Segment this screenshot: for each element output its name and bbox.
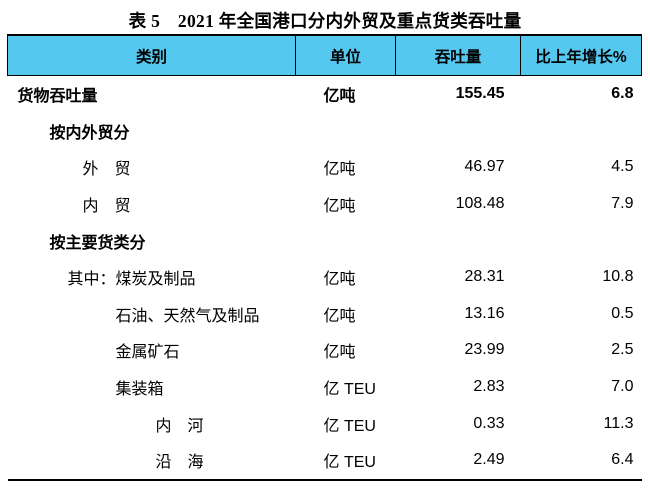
unit-cell: 亿吨 <box>323 88 356 106</box>
table-title: 表 5 2021 年全国港口分内外贸及重点货类吞吐量 <box>128 11 522 31</box>
value-cell: 155.45 <box>455 85 505 103</box>
unit-cell: 亿 TEU <box>323 381 376 399</box>
value-cell: 28.31 <box>464 268 505 286</box>
category-cell: 货物吞吐量 <box>17 88 98 106</box>
category-cell: 沿 海 <box>155 454 204 472</box>
unit-cell: 亿吨 <box>323 161 356 179</box>
value-cell <box>396 222 521 259</box>
unit-cell <box>296 222 396 259</box>
unit-cell: 亿吨 <box>323 307 356 325</box>
growth-cell: 4.5 <box>611 158 634 176</box>
value-cell: 2.83 <box>473 378 505 396</box>
table-header: 类别 单位 吞吐量 比上年增长% <box>7 35 642 76</box>
category-cell: 金属矿石 <box>115 344 180 362</box>
table-row-containers: 集装箱 亿 TEU 2.83 7.0 <box>8 369 642 406</box>
table-row-petroleum-gas: 石油、天然气及制品 亿吨 13.16 0.5 <box>8 296 642 333</box>
column-header-throughput: 吞吐量 <box>395 35 521 76</box>
unit-cell: 亿吨 <box>323 344 356 362</box>
table-row-inland-river: 内 河 亿 TEU 0.33 11.3 <box>8 405 642 442</box>
category-cell: 集装箱 <box>115 381 164 399</box>
unit-cell <box>296 113 396 150</box>
category-cell: 其中：煤炭及制品 <box>67 271 196 289</box>
category-cell: 按主要货类分 <box>49 234 146 252</box>
table-row-section-cargo-type: 按主要货类分 <box>8 222 642 259</box>
table-row-section-trade: 按内外贸分 <box>8 113 642 150</box>
value-cell: 108.48 <box>455 195 505 213</box>
growth-cell: 6.4 <box>611 451 634 469</box>
category-cell: 内 河 <box>155 417 204 435</box>
category-cell: 按内外贸分 <box>49 124 130 142</box>
table-container: 类别 单位 吞吐量 比上年增长% 货物吞吐量 亿吨 155.45 6.8 按内外… <box>7 34 642 481</box>
category-cell: 石油、天然气及制品 <box>115 307 260 325</box>
table-body: 货物吞吐量 亿吨 155.45 6.8 按内外贸分 外 贸 亿吨 46.97 4… <box>8 76 642 480</box>
value-cell: 13.16 <box>464 304 505 322</box>
unit-cell: 亿 TEU <box>323 454 376 472</box>
growth-cell: 7.9 <box>611 195 634 213</box>
table-row-metal-ore: 金属矿石 亿吨 23.99 2.5 <box>8 332 642 369</box>
growth-cell <box>521 222 642 259</box>
table-row-foreign-trade: 外 贸 亿吨 46.97 4.5 <box>8 149 642 186</box>
table-row-coastal: 沿 海 亿 TEU 2.49 6.4 <box>8 442 642 480</box>
table-row-domestic-trade: 内 贸 亿吨 108.48 7.9 <box>8 186 642 223</box>
table-row-cargo-total: 货物吞吐量 亿吨 155.45 6.8 <box>8 76 642 113</box>
value-cell: 0.33 <box>473 414 505 432</box>
throughput-table: 类别 单位 吞吐量 比上年增长% 货物吞吐量 亿吨 155.45 6.8 按内外… <box>7 34 642 481</box>
growth-cell: 2.5 <box>611 341 634 359</box>
column-header-unit: 单位 <box>295 35 396 76</box>
category-cell: 内 贸 <box>82 198 131 216</box>
growth-cell: 0.5 <box>611 304 634 322</box>
value-cell: 23.99 <box>464 341 505 359</box>
growth-cell: 6.8 <box>611 85 634 103</box>
column-header-category: 类别 <box>7 35 296 76</box>
growth-cell: 7.0 <box>611 378 634 396</box>
header-row: 类别 单位 吞吐量 比上年增长% <box>7 35 642 76</box>
value-cell: 46.97 <box>464 158 505 176</box>
unit-cell: 亿 TEU <box>323 417 376 435</box>
growth-cell: 10.8 <box>602 268 634 286</box>
growth-cell <box>521 113 642 150</box>
category-cell: 外 贸 <box>82 161 131 179</box>
unit-cell: 亿吨 <box>323 198 356 216</box>
column-header-growth: 比上年增长% <box>520 35 642 76</box>
table-row-coal: 其中：煤炭及制品 亿吨 28.31 10.8 <box>8 259 642 296</box>
value-cell <box>396 113 521 150</box>
value-cell: 2.49 <box>473 451 505 469</box>
unit-cell: 亿吨 <box>323 271 356 289</box>
growth-cell: 11.3 <box>603 414 634 432</box>
